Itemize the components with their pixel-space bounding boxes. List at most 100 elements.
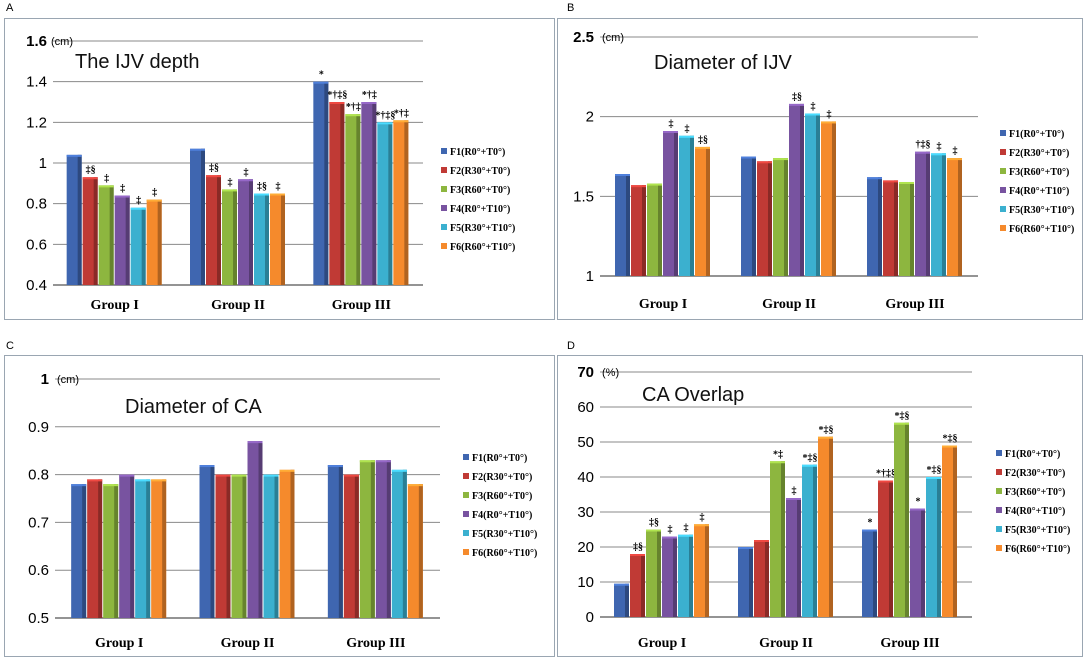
bar-top — [910, 508, 925, 511]
significance-mark: *‡§ — [895, 411, 910, 422]
legend-swatch — [463, 530, 469, 536]
significance-mark: ‡ — [684, 523, 689, 534]
bar-shade — [706, 146, 710, 276]
bar-shade — [889, 480, 893, 617]
bar-4-group-2 — [786, 498, 801, 617]
significance-mark: ‡ — [953, 146, 958, 157]
bar-shade — [82, 484, 87, 618]
legend-swatch — [996, 450, 1002, 456]
category-label: Group II — [221, 636, 275, 651]
legend-swatch — [1000, 149, 1006, 155]
bar-shade — [354, 474, 359, 618]
y-tick-label: 2.5 — [573, 29, 594, 46]
y-tick-label: 1 — [41, 371, 49, 388]
legend-label: F3(R60°+T0°) — [450, 185, 510, 196]
chart-title: Diameter of IJV — [654, 52, 792, 74]
significance-mark: ‡ — [136, 196, 141, 207]
bar-3-group-1 — [103, 484, 119, 618]
y-unit-label: (cm) — [602, 32, 624, 44]
bar-3-group-3 — [359, 460, 375, 618]
y-tick-label: 1.4 — [26, 74, 47, 91]
legend-label: F2(R30°+T0°) — [1005, 468, 1065, 479]
legend-label: F1(R0°+T0°) — [472, 453, 527, 464]
significance-mark: ‡ — [152, 188, 157, 199]
bar-3-group-1 — [98, 185, 114, 285]
significance-mark: *†‡§ — [876, 469, 896, 480]
bar-shade — [626, 174, 630, 276]
legend-swatch — [996, 488, 1002, 494]
bar-top — [199, 465, 215, 468]
bar-shade — [657, 529, 661, 617]
bar-top — [662, 536, 677, 539]
significance-mark: ‡ — [669, 119, 674, 130]
category-label: Group I — [95, 636, 143, 651]
legend-swatch — [463, 511, 469, 517]
bar-shade — [689, 534, 693, 617]
bar-shade — [800, 103, 804, 276]
bar-2-group-3 — [878, 480, 893, 617]
significance-mark: *‡§ — [943, 434, 958, 445]
legend-label: F5(R30°+T10°) — [1005, 525, 1070, 536]
bar-shade — [370, 460, 375, 618]
bar-shade — [290, 469, 295, 618]
chart-panel-b: 1 1.5 2 2.5 (cm) ‡ ‡ ‡§ Group I ‡§ ‡ ‡ Group II †‡§ ‡ ‡… — [557, 18, 1083, 320]
bar-shade — [752, 156, 756, 276]
category-label: Group III — [885, 297, 944, 312]
bar-5-group-2 — [802, 464, 817, 617]
bar-4-group-2 — [789, 103, 804, 276]
bar-top — [254, 193, 269, 196]
bar-shade — [386, 460, 391, 618]
category-label: Group II — [759, 636, 813, 651]
bar-shade — [141, 207, 146, 285]
legend-label: F4(R0°+T10°) — [472, 510, 532, 521]
bar-6-group-3 — [947, 158, 962, 276]
legend-swatch — [1000, 130, 1006, 136]
bar-shade — [878, 177, 882, 276]
bar-6-group-2 — [279, 469, 295, 618]
bar-top — [867, 177, 882, 180]
bar-5-group-3 — [391, 469, 407, 618]
bar-top — [114, 195, 130, 198]
bar-top — [71, 484, 87, 487]
bar-top — [862, 529, 877, 532]
significance-mark: *†‡§ — [327, 90, 347, 101]
significance-mark: *‡§ — [927, 465, 942, 476]
bar-shade — [372, 102, 377, 285]
bar-2-group-3 — [329, 102, 345, 285]
bar-top — [407, 484, 423, 487]
bar-top — [878, 480, 893, 483]
bar-shade — [673, 536, 677, 617]
bar-top — [802, 464, 817, 467]
bar-top — [313, 81, 329, 84]
bar-top — [279, 469, 295, 472]
bar-shade — [797, 498, 801, 617]
bar-top — [789, 103, 804, 106]
bar-shade — [404, 120, 409, 285]
legend-label: F6(R60°+T10°) — [450, 242, 515, 253]
bar-1-group-3 — [867, 177, 882, 276]
bar-top — [222, 189, 237, 192]
panel-letter-c: C — [6, 340, 14, 352]
bar-2-group-1 — [631, 185, 646, 276]
bar-shade — [942, 153, 946, 276]
bar-3-group-2 — [231, 474, 247, 618]
significance-mark: ‡ — [792, 486, 797, 497]
chart-a: 0.4 0.6 0.8 1 1.2 1.4 1.6 (cm) ‡§ ‡ ‡ ‡ ‡ Group I ‡§ ‡ ‡… — [26, 33, 515, 313]
y-tick-label: 0 — [586, 609, 594, 626]
significance-mark: ‡ — [120, 184, 125, 195]
bar-shade — [114, 484, 119, 618]
y-unit-label: (%) — [602, 367, 619, 379]
bar-5-group-1 — [135, 479, 151, 618]
y-tick-label: 1.5 — [573, 188, 594, 205]
legend-swatch — [441, 148, 447, 154]
bar-shade — [109, 185, 114, 285]
legend-swatch — [463, 454, 469, 460]
bar-shade — [690, 135, 694, 276]
bar-top — [915, 151, 930, 154]
bar-5-group-2 — [263, 474, 279, 618]
significance-mark: ‡§ — [649, 518, 659, 529]
significance-mark: * — [916, 497, 921, 508]
bar-shade — [77, 154, 82, 285]
bar-shade — [910, 181, 914, 276]
y-tick-label: 0.6 — [28, 562, 49, 579]
